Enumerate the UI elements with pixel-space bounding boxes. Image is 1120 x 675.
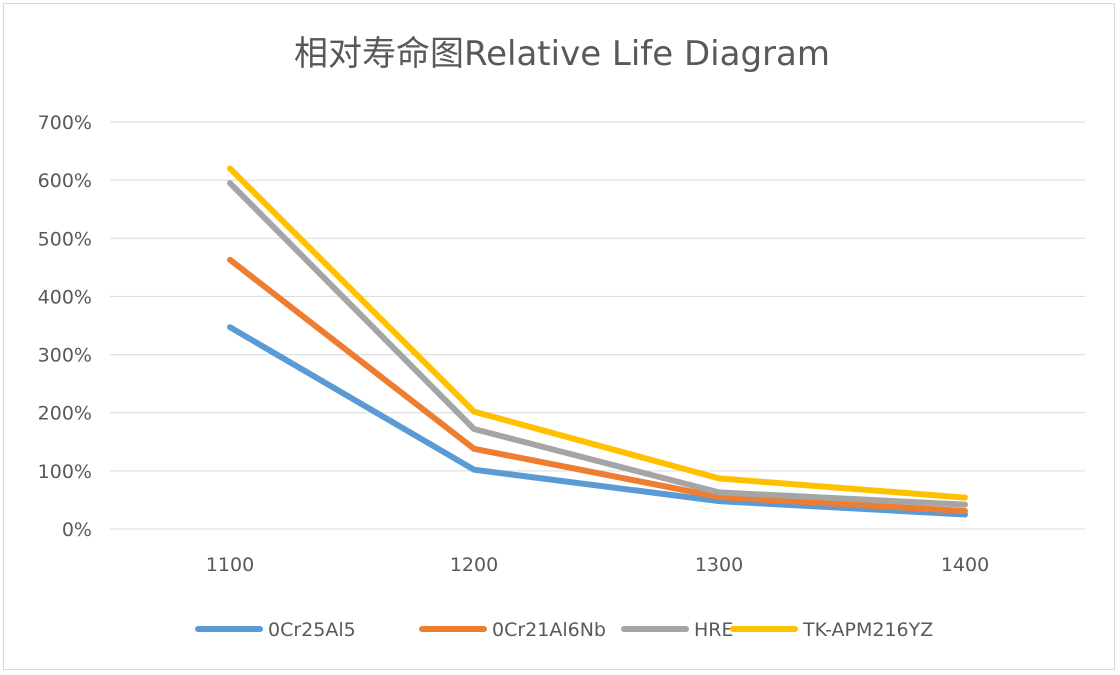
chart-title: 相对寿命图Relative Life Diagram (294, 34, 830, 74)
series-line-3 (227, 180, 968, 508)
y-tick-label: 600% (38, 170, 92, 192)
legend-label: 0Cr25Al5 (268, 619, 356, 641)
x-tick-label: 1200 (450, 554, 498, 576)
y-tick-label: 100% (38, 461, 92, 483)
chart-frame (3, 3, 1115, 670)
gridlines (110, 121, 1085, 530)
x-tick-label: 1100 (206, 554, 254, 576)
x-tick-label: 1400 (941, 554, 989, 576)
x-tick-label: 1300 (695, 554, 743, 576)
x-axis-ticks: 1100 1200 1300 1400 (206, 554, 989, 576)
legend-label: 0Cr21Al6Nb (492, 619, 606, 641)
y-tick-label: 300% (38, 345, 92, 367)
series-line-1 (227, 324, 968, 518)
y-axis-ticks: 0% 100% 200% 300% 400% 500% 600% 700% (38, 112, 92, 541)
series-line-4 (227, 165, 968, 501)
legend-label: HRE (694, 619, 734, 641)
y-tick-label: 0% (62, 519, 92, 541)
series-lines (227, 165, 968, 518)
y-tick-label: 200% (38, 403, 92, 425)
legend: 0Cr25Al5 0Cr21Al6Nb HRE TK-APM216YZ (195, 619, 933, 641)
series-line-2 (227, 256, 968, 514)
legend-label: TK-APM216YZ (802, 619, 933, 641)
y-tick-label: 400% (38, 286, 92, 308)
y-tick-label: 700% (38, 112, 92, 134)
y-tick-label: 500% (38, 228, 92, 250)
